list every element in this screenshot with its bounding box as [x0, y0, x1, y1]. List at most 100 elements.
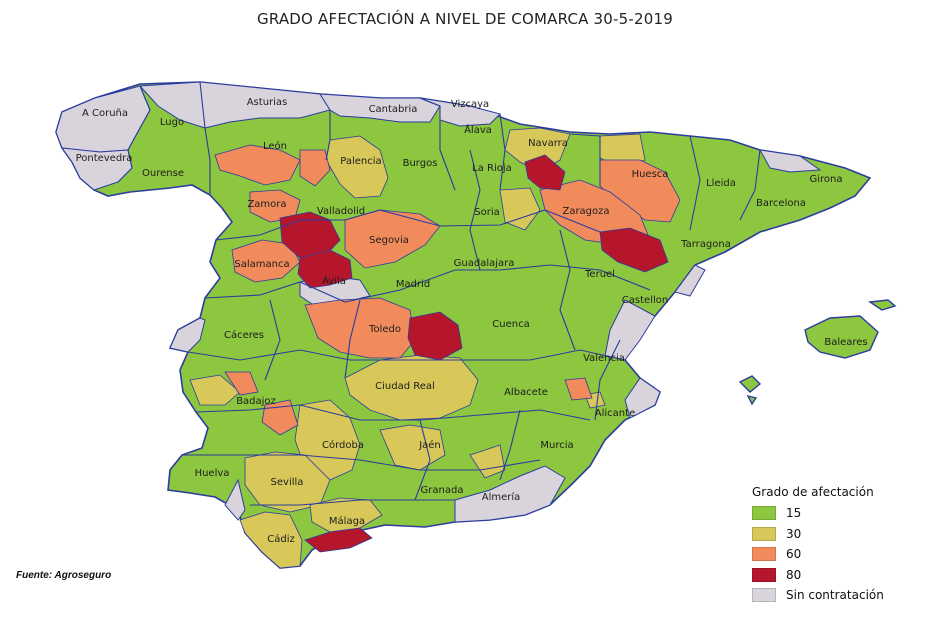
- label-caceres: Cáceres: [224, 329, 264, 341]
- label-la-rioja: La Rioja: [472, 163, 512, 174]
- level-30-areas: [189, 127, 646, 569]
- label-sevilla: Sevilla: [271, 477, 304, 488]
- label-soria: Soria: [474, 207, 499, 218]
- ibiza: [738, 375, 762, 393]
- area-toledo-east: [407, 311, 463, 361]
- legend: Grado de afectación 15 30 60 80 Sin cont…: [752, 485, 884, 606]
- label-guadalajara: Guadalajara: [454, 258, 515, 269]
- area-leon: [214, 144, 301, 186]
- legend-item-80: 80: [752, 565, 884, 586]
- area-girona-north: [759, 149, 822, 173]
- label-alicante: Alicante: [595, 408, 635, 419]
- label-alava: Álava: [464, 123, 492, 136]
- area-navarra-south: [524, 154, 566, 191]
- label-madrid: Madrid: [396, 279, 430, 290]
- mallorca: [804, 315, 879, 359]
- area-palencia: [325, 135, 389, 199]
- level-60-areas: [214, 144, 681, 436]
- label-lugo: Lugo: [160, 117, 184, 128]
- label-a-coruna: A Coruña: [82, 108, 128, 119]
- legend-swatch-80: [752, 567, 776, 582]
- label-huesca: Huesca: [632, 169, 669, 180]
- label-barcelona: Barcelona: [756, 198, 806, 209]
- legend-label-80: 80: [786, 567, 802, 582]
- label-vizcaya: Vizcaya: [451, 99, 489, 110]
- label-girona: Girona: [809, 174, 842, 185]
- level-80-areas: [279, 154, 669, 553]
- label-granada: Granada: [421, 485, 464, 496]
- legend-label-60: 60: [786, 547, 802, 562]
- label-cadiz: Cádiz: [267, 533, 295, 545]
- label-valladolid: Valladolid: [317, 206, 365, 217]
- area-asturias: [138, 81, 331, 129]
- label-navarra: Navarra: [528, 138, 568, 149]
- source-note: Fuente: Agroseguro: [16, 570, 112, 581]
- area-malaga-coast: [304, 527, 373, 553]
- area-ciudad-real: [344, 354, 479, 421]
- label-teruel: Teruel: [584, 269, 615, 280]
- legend-swatch-30: [752, 526, 776, 541]
- area-castellon-coast: [674, 264, 706, 297]
- label-zaragoza: Zaragoza: [562, 206, 609, 217]
- legend-label-30: 30: [786, 526, 802, 541]
- label-jaen: Jaén: [418, 439, 441, 451]
- area-segovia: [344, 209, 441, 269]
- province-labels: A Coruña Lugo Asturias Cantabria Vizcaya…: [76, 97, 868, 545]
- label-baleares: Baleares: [824, 337, 867, 348]
- legend-label-15: 15: [786, 506, 802, 521]
- label-tarragona: Tarragona: [680, 239, 731, 250]
- area-malaga: [309, 497, 383, 533]
- label-zamora: Zamora: [247, 199, 286, 210]
- label-murcia: Murcia: [540, 440, 573, 451]
- label-cordoba: Córdoba: [322, 439, 364, 451]
- area-almeria: [454, 465, 566, 523]
- area-cordoba: [294, 399, 361, 481]
- label-avila: Ávila: [322, 274, 346, 287]
- formentera: [746, 394, 758, 406]
- area-jaen: [379, 424, 446, 471]
- sin-contratacion-areas: [55, 81, 822, 523]
- label-burgos: Burgos: [403, 158, 438, 169]
- label-palencia: Palencia: [340, 156, 381, 167]
- area-leon-east: [299, 149, 331, 187]
- area-badajoz-south: [261, 399, 299, 436]
- menorca: [868, 299, 897, 311]
- label-castellon: Castellon: [622, 295, 668, 306]
- legend-item-60: 60: [752, 544, 884, 565]
- baleares-islands: [738, 299, 897, 406]
- area-salamanca: [231, 239, 301, 283]
- label-badajoz: Badajoz: [236, 396, 276, 407]
- area-cantabria: [319, 93, 441, 123]
- label-malaga: Málaga: [329, 515, 365, 527]
- label-albacete: Albacete: [504, 387, 548, 398]
- area-huelva-east: [224, 478, 246, 521]
- legend-label-sin-contratacion: Sin contratación: [786, 588, 884, 603]
- label-valencia: Valencia: [583, 353, 625, 364]
- map-title: GRADO AFECTACIÓN A NIVEL DE COMARCA 30-5…: [257, 10, 673, 28]
- area-albacete-east: [564, 377, 593, 401]
- label-lleida: Lleida: [706, 178, 736, 189]
- label-leon: León: [263, 140, 287, 152]
- label-ciudad-real: Ciudad Real: [375, 381, 435, 392]
- legend-swatch-60: [752, 547, 776, 562]
- area-avila: [297, 249, 353, 289]
- legend-item-sin-contratacion: Sin contratación: [752, 585, 884, 606]
- label-pontevedra: Pontevedra: [76, 153, 133, 164]
- area-badajoz: [224, 371, 259, 396]
- label-segovia: Segovia: [369, 235, 409, 246]
- label-almeria: Almería: [482, 491, 521, 503]
- legend-swatch-15: [752, 506, 776, 521]
- label-ourense: Ourense: [142, 168, 184, 179]
- legend-item-30: 30: [752, 524, 884, 545]
- legend-swatch-sin-contratacion: [752, 588, 776, 603]
- label-salamanca: Salamanca: [234, 259, 289, 270]
- label-cantabria: Cantabria: [369, 104, 418, 115]
- area-soria: [499, 187, 541, 231]
- area-valladolid: [279, 211, 341, 259]
- label-huelva: Huelva: [195, 468, 230, 479]
- area-badajoz-north: [189, 374, 241, 406]
- label-toledo: Toledo: [368, 324, 401, 335]
- area-teruel-east: [599, 227, 669, 273]
- label-cuenca: Cuenca: [492, 319, 529, 330]
